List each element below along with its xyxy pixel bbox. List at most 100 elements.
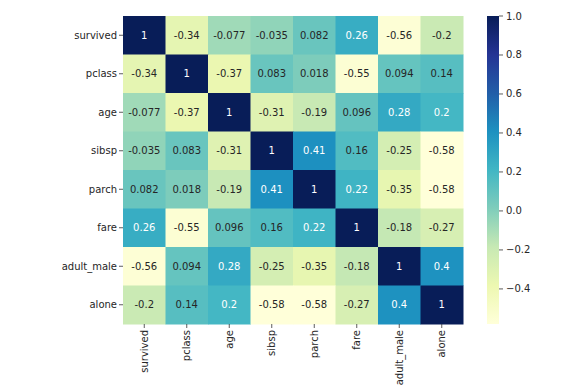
colorbar-gradient <box>487 16 499 324</box>
cell-label: -0.19 <box>301 107 327 118</box>
cell-label: 0.26 <box>346 30 368 41</box>
cell <box>208 132 251 171</box>
cell-label: -0.58 <box>429 184 455 195</box>
cell-label: -0.31 <box>259 107 285 118</box>
cell-label: 0.094 <box>172 261 201 272</box>
cell-label: 1 <box>354 222 360 233</box>
cell <box>421 16 464 55</box>
colorbar-tick <box>499 93 503 94</box>
cell-label: -0.19 <box>216 184 242 195</box>
cell <box>251 16 294 55</box>
cell <box>166 16 209 55</box>
cell-label: 0.16 <box>346 145 368 156</box>
cell-label: -0.37 <box>174 107 200 118</box>
cell-label: 1 <box>226 107 232 118</box>
cell <box>293 93 336 132</box>
colorbar-tick <box>499 210 503 211</box>
x-tick-label: alone <box>436 330 447 358</box>
cell-label: 0.26 <box>133 222 155 233</box>
x-tick-label: adult_male <box>394 330 406 385</box>
cell <box>123 132 166 171</box>
cell <box>123 247 166 286</box>
cell <box>251 170 294 209</box>
y-tick <box>119 266 123 267</box>
x-tick-label: pclass <box>181 330 192 361</box>
cell-label: 1 <box>141 30 147 41</box>
cell-label: 0.41 <box>261 184 283 195</box>
cell <box>378 16 421 55</box>
x-tick <box>271 324 272 328</box>
cell-label: -0.58 <box>301 299 327 310</box>
colorbar-tick-label: 0.2 <box>506 166 522 177</box>
cell <box>208 286 251 325</box>
x-tick <box>186 324 187 328</box>
x-tick-label: survived <box>139 330 150 373</box>
y-tick <box>119 227 123 228</box>
cell-label: 0.083 <box>257 68 286 79</box>
cell-label: -0.35 <box>301 261 327 272</box>
cell-label: -0.18 <box>386 222 412 233</box>
cell <box>378 247 421 286</box>
cell-label: -0.2 <box>134 299 154 310</box>
cell <box>123 55 166 94</box>
y-tick-label: adult_male <box>62 261 117 273</box>
x-tick <box>399 324 400 328</box>
colorbar: 1.00.80.60.40.20.0−0.2−0.4 <box>487 11 530 325</box>
cell <box>251 55 294 94</box>
y-tick <box>119 112 123 113</box>
colorbar-tick <box>499 16 503 17</box>
cell-label: -0.2 <box>432 30 452 41</box>
cell <box>421 93 464 132</box>
cell-label: -0.27 <box>344 299 370 310</box>
cell-label: -0.56 <box>386 30 412 41</box>
cell <box>166 209 209 248</box>
cell <box>293 132 336 171</box>
cell-label: -0.37 <box>216 68 242 79</box>
cell <box>251 93 294 132</box>
y-tick-label: pclass <box>86 68 117 79</box>
y-tick-label: age <box>98 107 117 118</box>
cell <box>123 209 166 248</box>
cell-label: 0.28 <box>218 261 240 272</box>
cell-label: -0.35 <box>386 184 412 195</box>
colorbar-tick-label: −0.4 <box>506 283 530 294</box>
cell-label: 1 <box>311 184 317 195</box>
cell-labels: 1-0.34-0.077-0.0350.0820.26-0.56-0.2-0.3… <box>128 30 455 311</box>
cell <box>421 55 464 94</box>
cell <box>293 170 336 209</box>
cell <box>251 132 294 171</box>
colorbar-tick <box>499 288 503 289</box>
cell <box>166 93 209 132</box>
cell <box>166 286 209 325</box>
cell-label: -0.34 <box>131 68 157 79</box>
cell-label: -0.58 <box>429 145 455 156</box>
cell-label: -0.25 <box>259 261 285 272</box>
cell-label: 0.14 <box>431 68 453 79</box>
colorbar-tick-label: 0.0 <box>506 205 522 216</box>
colorbar-tick-label: 1.0 <box>506 11 522 22</box>
colorbar-tick <box>499 171 503 172</box>
cell-label: -0.55 <box>344 68 370 79</box>
cell-label: -0.56 <box>131 261 157 272</box>
cell <box>336 93 379 132</box>
cell <box>378 55 421 94</box>
cell-label: 0.018 <box>300 68 329 79</box>
cell-label: -0.18 <box>344 261 370 272</box>
cell <box>293 209 336 248</box>
cell-label: 0.41 <box>303 145 325 156</box>
y-tick <box>119 189 123 190</box>
cell <box>166 170 209 209</box>
cell <box>123 170 166 209</box>
colorbar-tick <box>499 132 503 133</box>
cell <box>336 286 379 325</box>
cell <box>166 132 209 171</box>
cell-label: 0.28 <box>388 107 410 118</box>
x-tick-label: age <box>224 330 235 349</box>
cell-label: 0.082 <box>130 184 159 195</box>
cell <box>208 247 251 286</box>
cell <box>293 16 336 55</box>
cell <box>208 93 251 132</box>
x-tick-label: parch <box>309 330 320 358</box>
cell <box>251 286 294 325</box>
cell-label: -0.077 <box>213 30 245 41</box>
